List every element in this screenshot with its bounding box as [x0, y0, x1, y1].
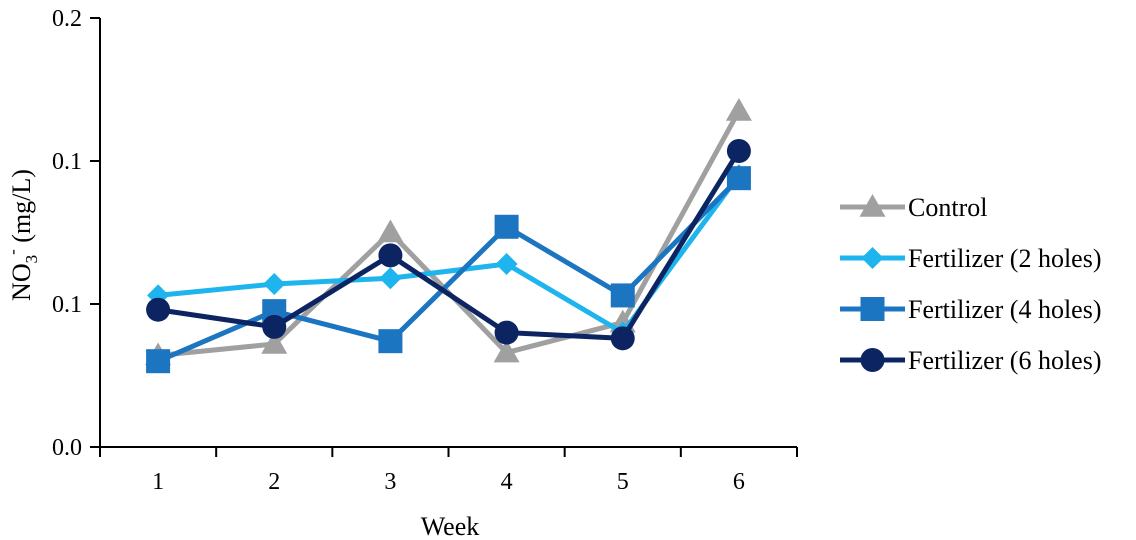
x-tick-label: 5 — [617, 469, 629, 495]
x-tick-label: 6 — [733, 469, 745, 495]
legend-label: Fertilizer (6 holes) — [908, 346, 1102, 375]
data-point — [610, 283, 635, 308]
y-tick-label: 0.1 — [52, 292, 82, 318]
x-axis-title: Week — [421, 512, 480, 540]
series-line — [157, 176, 741, 364]
x-tick-label: 3 — [384, 469, 396, 495]
legend-marker — [860, 348, 885, 372]
data-point — [146, 297, 171, 322]
data-point — [610, 326, 635, 351]
y-axis-title: NO3- (mg/L) — [3, 169, 41, 301]
legend-item: Fertilizer (2 holes) — [840, 244, 1102, 273]
x-tick-label: 2 — [268, 469, 280, 495]
data-point — [263, 272, 286, 295]
y-tick-label: 0.0 — [52, 435, 82, 461]
data-point — [378, 243, 403, 268]
legend-marker — [861, 247, 884, 269]
y-axis-title-sup: - — [3, 249, 22, 255]
y-tick-label: 0.1 — [52, 149, 82, 175]
x-tick-label: 4 — [501, 469, 513, 495]
data-point — [725, 97, 752, 121]
axes — [90, 17, 798, 457]
data-point — [494, 320, 519, 345]
series-line — [157, 173, 741, 336]
series-4 — [146, 138, 751, 351]
legend-marker — [860, 297, 885, 321]
legend-item: Fertilizer (6 holes) — [840, 346, 1102, 375]
data-point — [726, 166, 751, 191]
legend-label: Fertilizer (2 holes) — [908, 244, 1102, 273]
series-line — [157, 109, 742, 358]
data-point — [262, 314, 287, 339]
y-axis-title-unit: (mg/L) — [7, 169, 36, 249]
data-point — [493, 339, 520, 363]
data-point — [494, 214, 519, 239]
series-line — [157, 149, 742, 341]
data-point — [379, 267, 402, 290]
legend-label: Fertilizer (4 holes) — [908, 295, 1102, 324]
series-3 — [146, 166, 751, 374]
data-point — [261, 331, 288, 354]
data-point — [378, 329, 403, 354]
legend: Control Fertilizer (2 holes) Fertilizer (4… — [840, 193, 1102, 375]
y-tick-label: 0.2 — [52, 6, 82, 32]
y-axis-title-sub: 3 — [22, 255, 41, 264]
data-point — [146, 349, 171, 374]
legend-item: Fertilizer (4 holes) — [840, 295, 1102, 324]
legend-marker — [859, 194, 886, 217]
data-point — [726, 138, 751, 163]
legend-label: Control — [908, 193, 987, 222]
tick-labels: 0.0 0.1 0.1 0.2 1 2 3 4 5 6 — [52, 6, 745, 495]
x-tick-label: 1 — [152, 469, 164, 495]
data-point — [377, 219, 404, 243]
y-axis-title-base: NO — [7, 263, 36, 301]
data-point — [495, 252, 518, 275]
legend-item: Control — [840, 193, 987, 222]
series-group — [145, 97, 752, 374]
